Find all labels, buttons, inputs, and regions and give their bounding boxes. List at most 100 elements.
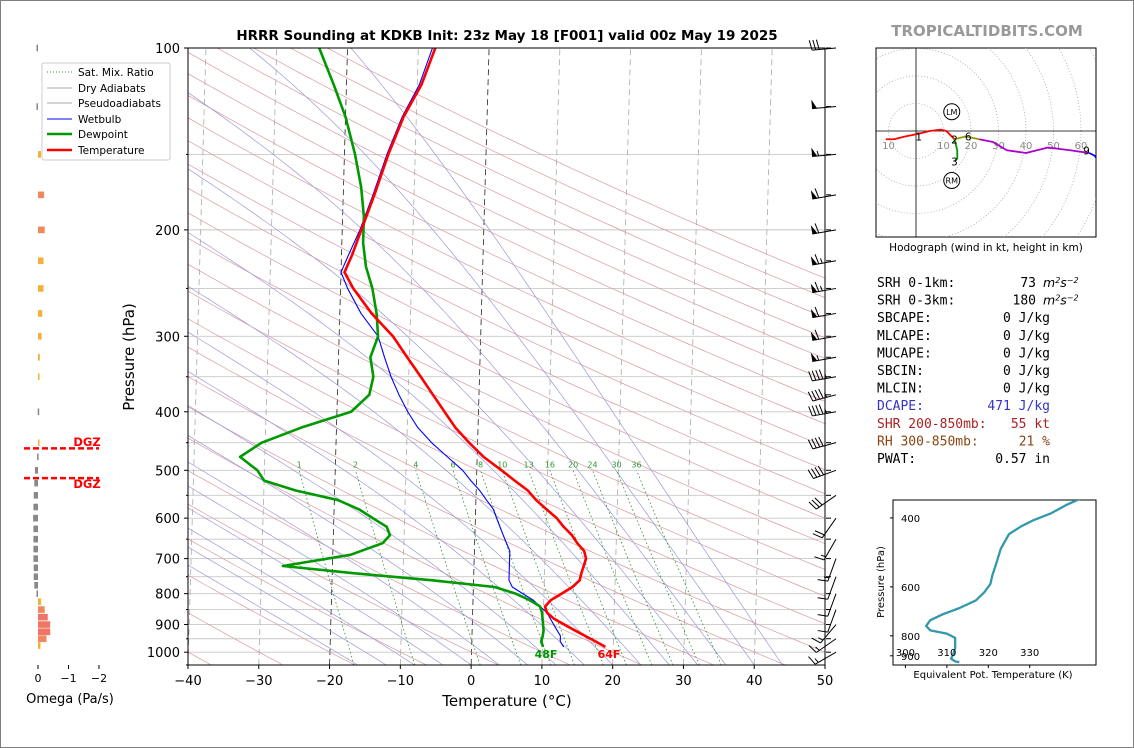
barb-full	[814, 437, 821, 448]
index-value: 55 kt	[1011, 417, 1050, 432]
barb-flag	[811, 99, 818, 109]
index-value: 471 J/kg	[987, 399, 1050, 414]
storm-motion-marker	[943, 172, 961, 189]
theta-e-x-label: Equivalent Pot. Temperature (K)	[913, 670, 1072, 681]
index-value: 73	[1020, 276, 1036, 291]
chart-title: HRRR Sounding at KDKB Init: 23z May 18 […	[236, 28, 777, 44]
legend-label: Wetbulb	[78, 114, 122, 126]
barb-half	[816, 355, 820, 361]
barb-full	[818, 404, 824, 415]
barb-shaft	[823, 538, 837, 561]
omega-bar	[33, 573, 38, 581]
wind-barb	[807, 388, 837, 402]
theta-e-x-tick-label: 330	[1020, 648, 1039, 659]
barb-full	[817, 630, 828, 633]
dry-adiabat-line	[290, 48, 825, 299]
barb-full	[817, 579, 828, 582]
moist-adiabat-line	[188, 232, 670, 665]
omega-bar	[33, 514, 38, 522]
omega-tick-label: −2	[91, 672, 107, 685]
mixing-ratio-line	[415, 470, 481, 665]
omega-bar	[38, 613, 48, 621]
index-value: 0 J/kg	[1003, 311, 1050, 326]
y-tick-label: 200	[155, 224, 180, 239]
wind-barb	[808, 651, 837, 665]
x-tick-label: −20	[316, 674, 343, 689]
isotherm-line	[188, 48, 207, 665]
storm-motion-label: LM	[946, 108, 957, 117]
barb-full	[815, 369, 820, 380]
wind-barb	[810, 281, 837, 294]
barb-half	[824, 408, 828, 414]
barb-full	[811, 468, 818, 478]
barb-shaft	[816, 494, 837, 510]
moist-adiabat-line	[188, 564, 359, 665]
hodograph-ring-labels: 10 10 20 30 40 50 60	[882, 141, 1087, 152]
barb-shaft	[827, 576, 837, 600]
wind-barb	[808, 369, 837, 382]
barb-full	[818, 369, 824, 380]
y-tick-label: 100	[155, 42, 180, 57]
isotherm-line	[541, 48, 561, 665]
wind-barb	[811, 624, 837, 644]
dry-adiabat-line	[188, 187, 825, 495]
moist-adiabat-line	[188, 507, 443, 665]
omega-bar	[33, 564, 38, 572]
theta-e-trace	[924, 500, 1080, 664]
barb-shaft	[813, 469, 837, 479]
omega-bar	[37, 453, 39, 461]
mixing-ratio-line	[501, 470, 575, 665]
omega-bar	[38, 257, 44, 265]
barb-full	[814, 467, 821, 477]
x-axis-label: Temperature (°C)	[441, 692, 571, 710]
legend-entry-dry: Dry Adiabats	[47, 83, 146, 95]
index-value: 0 J/kg	[1003, 329, 1050, 344]
x-tick-label: 30	[675, 674, 692, 689]
dry-adiabat-line	[188, 95, 825, 402]
legend-entry-temperature: Temperature	[47, 145, 145, 157]
dry-adiabat-line	[188, 318, 825, 625]
omega-bar	[36, 590, 38, 597]
dgz-label-bottom: DGZ	[73, 477, 100, 491]
moist-adiabat-line	[188, 168, 698, 665]
legend-box	[41, 62, 171, 161]
height-label: 2	[951, 134, 958, 146]
omega-bar	[34, 582, 38, 589]
dry-adiabat-line	[188, 503, 499, 665]
isotherm-line	[329, 48, 348, 665]
isotherm-line	[753, 48, 773, 665]
barb-full	[811, 438, 817, 449]
site-brand: TROPICALTIDBITS.COM	[891, 22, 1083, 40]
barb-flag	[810, 256, 818, 265]
mixing-ratio-line	[355, 470, 416, 665]
y-tick-label: 500	[155, 464, 180, 479]
y-tick-label: 400	[155, 406, 180, 421]
barb-full	[811, 637, 821, 644]
dry-adiabat-line	[188, 406, 714, 665]
mixing-ratio-label: 1	[297, 460, 302, 469]
omega-bar	[38, 628, 51, 636]
barb-flag	[810, 308, 818, 318]
index-value: 0.57 in	[995, 452, 1050, 467]
theta-e-axes: 300 310 320 330 400 600 800 900	[890, 514, 1039, 668]
dry-adiabat-line	[188, 51, 825, 359]
wind-barb	[808, 39, 837, 51]
y-tick-label: 1000	[147, 646, 180, 661]
hodograph-segment	[953, 139, 959, 162]
wind-barb	[817, 609, 837, 633]
index-value: 0 J/kg	[1003, 346, 1050, 361]
dry-adiabat-line	[188, 437, 642, 665]
barb-full	[817, 465, 825, 476]
x-tick-label: −40	[174, 674, 201, 689]
isotherm-line	[399, 48, 419, 665]
theta-e-frame	[892, 499, 1097, 666]
barb-half	[824, 373, 828, 379]
barb-half	[820, 554, 826, 558]
moist-adiabat-line	[188, 435, 528, 665]
barb-full	[808, 406, 813, 417]
x-tick-label: −10	[387, 674, 414, 689]
hodograph-segment	[979, 138, 1090, 154]
omega-bar	[33, 503, 38, 511]
barb-full	[815, 404, 820, 415]
hodograph-ring-label: 20	[965, 141, 978, 152]
